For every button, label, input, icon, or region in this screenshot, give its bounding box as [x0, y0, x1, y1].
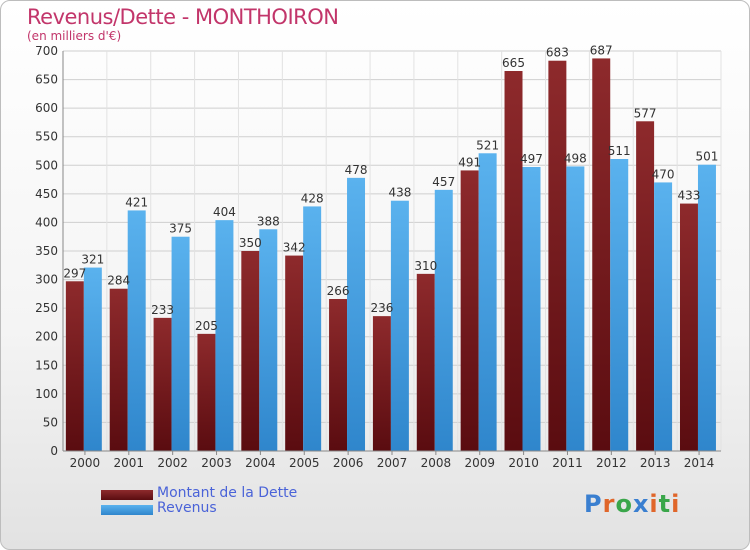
bar-dette: [416, 273, 435, 451]
data-label-revenus: 404: [213, 205, 236, 219]
x-tick-label: 2006: [333, 456, 364, 470]
data-label-dette: 266: [327, 284, 350, 298]
data-label-revenus: 501: [696, 150, 719, 164]
bar-dette: [153, 317, 172, 451]
data-label-revenus: 511: [608, 144, 631, 158]
bar-dette: [372, 316, 391, 451]
x-tick-label: 2001: [114, 456, 145, 470]
data-label-revenus: 388: [257, 214, 280, 228]
data-label-dette: 491: [458, 155, 481, 169]
y-tick-label: 300: [35, 273, 58, 287]
data-label-revenus: 478: [345, 163, 368, 177]
x-tick-label: 2000: [70, 456, 101, 470]
x-tick-label: 2013: [640, 456, 671, 470]
data-label-dette: 665: [502, 56, 525, 70]
bar-dette: [197, 333, 216, 451]
bar-dette: [109, 288, 128, 451]
bar-dette: [460, 170, 479, 451]
x-tick-label: 2010: [508, 456, 539, 470]
data-label-dette: 236: [370, 301, 393, 315]
x-tick-label: 2008: [421, 456, 452, 470]
y-tick-label: 700: [35, 44, 58, 58]
bar-revenus: [83, 267, 102, 451]
bar-revenus: [259, 229, 278, 451]
bar-dette: [636, 121, 655, 452]
y-tick-label: 250: [35, 301, 58, 315]
data-label-revenus: 438: [388, 186, 411, 200]
data-label-revenus: 521: [476, 138, 499, 152]
bar-revenus: [434, 189, 453, 451]
x-tick-label: 2014: [684, 456, 715, 470]
y-tick-label: 100: [35, 387, 58, 401]
bar-dette: [329, 299, 348, 451]
bar-dette: [548, 60, 567, 451]
data-label-revenus: 421: [125, 195, 148, 209]
chart-subtitle: (en milliers d'€): [27, 29, 122, 43]
x-tick-label: 2011: [552, 456, 583, 470]
x-tick-label: 2004: [245, 456, 276, 470]
bar-revenus: [522, 167, 541, 451]
data-label-dette: 284: [107, 274, 130, 288]
bar-revenus: [390, 200, 409, 451]
legend-swatch-dette: [101, 490, 153, 500]
y-tick-label: 350: [35, 244, 58, 258]
x-tick-label: 2007: [377, 456, 408, 470]
y-tick-label: 500: [35, 158, 58, 172]
data-label-dette: 683: [546, 46, 569, 60]
y-tick-label: 400: [35, 215, 58, 229]
legend-label-revenus: Revenus: [157, 500, 217, 516]
bar-dette: [65, 281, 84, 451]
proxiti-logo: Proxiti: [584, 490, 681, 518]
legend-label-dette: Montant de la Dette: [157, 485, 298, 501]
data-label-dette: 350: [239, 236, 262, 250]
data-label-dette: 577: [634, 106, 657, 120]
x-tick-label: 2012: [596, 456, 627, 470]
y-tick-label: 0: [50, 444, 58, 458]
data-label-dette: 233: [151, 303, 174, 317]
bar-revenus: [215, 220, 234, 451]
y-tick-label: 150: [35, 358, 58, 372]
y-tick-label: 450: [35, 187, 58, 201]
data-label-dette: 342: [283, 241, 306, 255]
y-tick-label: 50: [43, 415, 58, 429]
data-label-dette: 433: [678, 189, 701, 203]
chart-title: Revenus/Dette - MONTHOIRON: [27, 5, 339, 29]
bar-revenus: [697, 164, 716, 451]
bar-revenus: [347, 177, 366, 451]
data-label-revenus: 497: [520, 152, 543, 166]
bar-dette: [679, 203, 698, 451]
x-tick-label: 2005: [289, 456, 320, 470]
bar-dette: [241, 251, 260, 451]
data-label-dette: 310: [414, 259, 437, 273]
bar-revenus: [127, 210, 146, 451]
bar-dette: [285, 255, 304, 451]
bar-revenus: [171, 236, 190, 451]
y-tick-label: 650: [35, 73, 58, 87]
x-tick-label: 2002: [157, 456, 188, 470]
data-label-revenus: 375: [169, 222, 192, 236]
bar-revenus: [566, 166, 585, 451]
bar-revenus: [654, 182, 673, 451]
y-tick-label: 200: [35, 330, 58, 344]
bar-revenus: [610, 159, 629, 451]
data-label-dette: 297: [63, 266, 86, 280]
data-label-revenus: 321: [81, 253, 104, 267]
data-label-revenus: 470: [652, 167, 675, 181]
bar-revenus: [303, 206, 322, 451]
bar-dette: [504, 71, 523, 451]
data-label-revenus: 428: [301, 191, 324, 205]
y-tick-label: 600: [35, 101, 58, 115]
data-label-dette: 205: [195, 319, 218, 333]
bar-revenus: [478, 153, 497, 452]
legend-swatch-revenus: [101, 505, 153, 515]
x-tick-label: 2009: [464, 456, 495, 470]
data-label-dette: 687: [590, 43, 613, 57]
data-label-revenus: 498: [564, 151, 587, 165]
bar-dette: [592, 58, 611, 452]
y-tick-label: 550: [35, 130, 58, 144]
x-tick-label: 2003: [201, 456, 232, 470]
data-label-revenus: 457: [432, 175, 455, 189]
